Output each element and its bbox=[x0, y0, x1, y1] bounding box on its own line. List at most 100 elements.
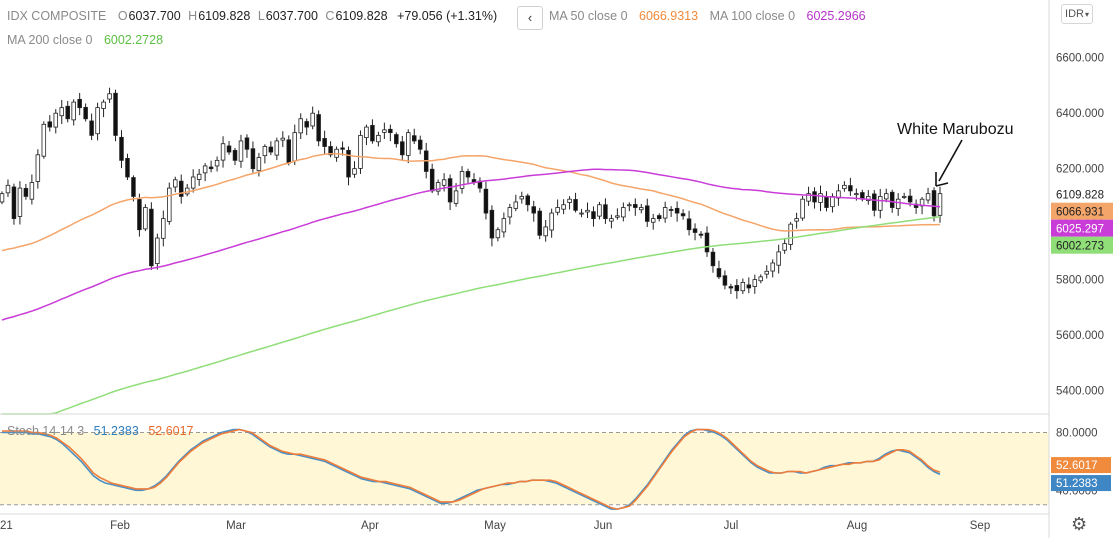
candle bbox=[208, 160, 214, 173]
candle bbox=[178, 174, 184, 204]
candle-body bbox=[77, 98, 82, 109]
legend-ma200-row: MA 200 close 0 6002.2728 bbox=[7, 33, 163, 47]
candle-body bbox=[35, 154, 41, 182]
stoch-value-tag-bg bbox=[1051, 475, 1111, 492]
candle bbox=[633, 198, 638, 216]
candle bbox=[274, 137, 280, 161]
candle-body bbox=[609, 218, 614, 222]
candle bbox=[113, 89, 118, 142]
symbol-name[interactable]: IDX COMPOSITE bbox=[7, 9, 107, 23]
stoch-label[interactable]: Stoch 14 14 3 bbox=[7, 424, 85, 438]
annotation-text: White Marubozu bbox=[897, 121, 1014, 138]
candle bbox=[167, 182, 172, 225]
candle-body bbox=[621, 207, 626, 218]
candle-body bbox=[167, 187, 172, 222]
candle bbox=[382, 122, 387, 140]
ma200-line bbox=[2, 215, 941, 415]
stoch-k-value: 51.2383 bbox=[93, 424, 139, 438]
candle bbox=[388, 124, 393, 142]
candle bbox=[692, 223, 698, 241]
candle-body bbox=[519, 196, 525, 200]
ma200-label[interactable]: MA 200 close 0 bbox=[7, 33, 93, 47]
candle-body bbox=[639, 207, 644, 211]
candle bbox=[549, 208, 554, 238]
candle-body bbox=[280, 137, 286, 141]
candle bbox=[525, 193, 530, 212]
candle-body bbox=[525, 195, 530, 206]
candle bbox=[83, 103, 88, 122]
candle-body bbox=[149, 208, 154, 267]
candle bbox=[537, 207, 542, 240]
candle bbox=[645, 198, 650, 227]
candle bbox=[394, 132, 399, 148]
candle-body bbox=[752, 279, 758, 287]
candle-body bbox=[101, 101, 106, 109]
candle bbox=[806, 186, 811, 206]
time-tick-label: Feb bbox=[110, 520, 130, 532]
time-tick-label: Aug bbox=[847, 520, 867, 532]
ma100-label[interactable]: MA 100 close 0 bbox=[709, 9, 796, 23]
candle-body bbox=[0, 193, 5, 203]
price-tick-label: 6600.000 bbox=[1056, 53, 1104, 65]
candle-body bbox=[441, 179, 447, 186]
candle-body bbox=[656, 215, 662, 220]
candle bbox=[131, 175, 136, 202]
candle-body bbox=[489, 209, 495, 239]
candle-body bbox=[412, 135, 417, 142]
time-tick-label: Jun bbox=[594, 520, 613, 532]
candle-body bbox=[125, 158, 130, 178]
candle bbox=[17, 181, 23, 225]
candle-body bbox=[812, 191, 817, 203]
candle bbox=[615, 208, 620, 220]
candle-body bbox=[573, 199, 578, 211]
time-tick-label: Jul bbox=[724, 520, 739, 532]
candle bbox=[878, 188, 883, 219]
candle-body bbox=[567, 198, 572, 203]
candle-body bbox=[878, 196, 883, 211]
candle-body bbox=[352, 168, 357, 175]
currency-button[interactable]: IDR▾ bbox=[1061, 4, 1093, 24]
candle-body bbox=[615, 215, 620, 218]
candle-body bbox=[23, 187, 29, 197]
candle-body bbox=[465, 171, 471, 178]
candle-body bbox=[29, 182, 35, 200]
price-tag-last: 6109.828 bbox=[1051, 185, 1113, 203]
candle bbox=[794, 212, 799, 229]
settings-gear-icon[interactable]: ⚙ bbox=[1071, 514, 1088, 534]
candle bbox=[23, 183, 29, 200]
candle-body bbox=[758, 276, 764, 282]
candle-body bbox=[680, 213, 686, 217]
ma50-label[interactable]: MA 50 close 0 bbox=[549, 9, 628, 23]
candle-body bbox=[113, 92, 118, 136]
collapse-legend-button[interactable]: ‹ bbox=[517, 6, 543, 30]
candle bbox=[591, 206, 596, 227]
candle bbox=[848, 177, 853, 196]
stoch-value-tag: 51.2383 bbox=[1051, 475, 1111, 492]
candle bbox=[346, 146, 351, 186]
candle-body bbox=[872, 193, 877, 211]
price-tag-bg bbox=[1051, 236, 1113, 254]
stoch-d-value: 52.6017 bbox=[148, 424, 194, 438]
candle-body bbox=[310, 112, 315, 127]
candle bbox=[680, 209, 686, 220]
candle-body bbox=[716, 268, 722, 278]
candle-body bbox=[394, 134, 399, 145]
candle-body bbox=[382, 129, 387, 133]
candle-body bbox=[202, 165, 208, 174]
candle bbox=[47, 115, 53, 132]
candle-body bbox=[131, 177, 136, 197]
high-value: 6109.828 bbox=[198, 9, 251, 23]
candle-body bbox=[764, 270, 769, 275]
time-axis[interactable]: 21 Feb Mar Apr May Jun Jul Aug Sep bbox=[0, 520, 990, 532]
candle-body bbox=[214, 159, 220, 167]
candle-body bbox=[895, 198, 901, 210]
legend-ma-row: MA 50 close 0 6066.9313 MA 100 close 0 6… bbox=[549, 9, 866, 23]
candle-body bbox=[322, 138, 327, 147]
candle bbox=[202, 163, 208, 182]
candle-body bbox=[178, 180, 184, 197]
candle bbox=[364, 124, 369, 146]
ma50-line bbox=[1, 152, 941, 252]
candlestick-series bbox=[0, 87, 943, 299]
